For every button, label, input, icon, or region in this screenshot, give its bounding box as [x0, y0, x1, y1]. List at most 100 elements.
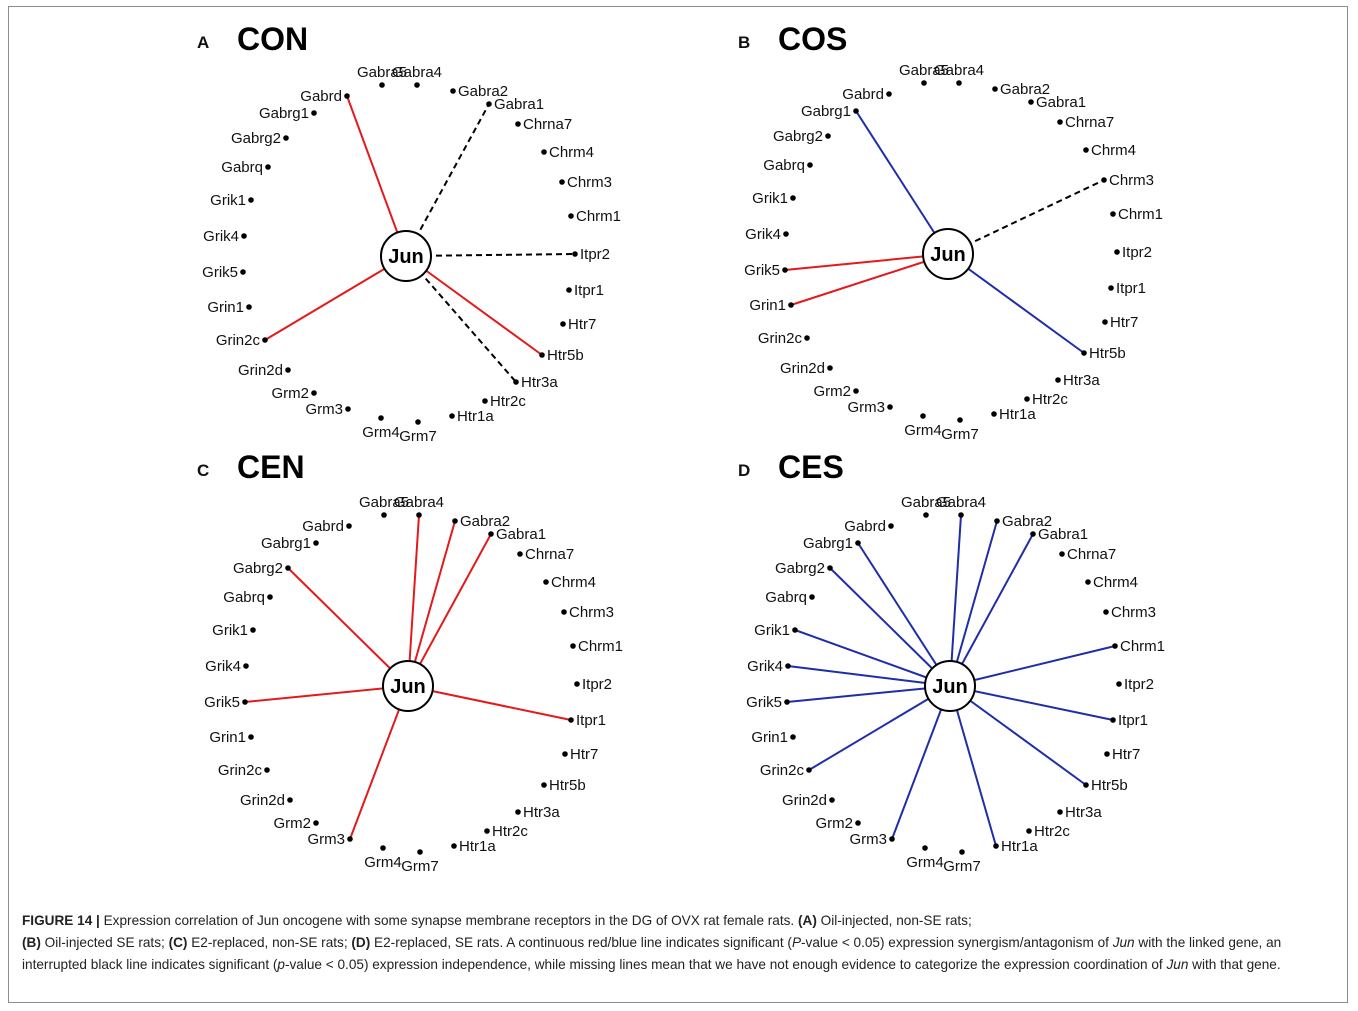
panel-letter: C: [197, 461, 209, 480]
gene-dot-chrm1: [1110, 211, 1116, 217]
gene-label-grik4: Grik4: [203, 228, 239, 245]
link-gabrg1-antagonism: [855, 110, 949, 255]
gene-dot-grin2d: [287, 797, 293, 803]
gene-label-gabrg1: Gabrg1: [259, 105, 309, 122]
gene-dot-chrm4: [543, 579, 549, 585]
gene-dot-grm2: [855, 820, 861, 826]
gene-dot-chrm3: [561, 609, 567, 615]
caption-d-label: (D): [351, 935, 371, 950]
caption-p-upper: P: [791, 935, 802, 950]
hub-label: Jun: [932, 676, 968, 698]
gene-dot-itpr1: [568, 717, 574, 723]
gene-dot-grm4: [920, 413, 926, 419]
link-gabrd-synergism: [346, 95, 407, 257]
gene-label-grik1: Grik1: [212, 622, 248, 639]
caption-c-label: (C): [168, 935, 188, 950]
link-itpr2-independence: [405, 253, 576, 257]
gene-label-grm7: Grm7: [941, 426, 979, 443]
gene-dot-htr7: [1104, 751, 1110, 757]
gene-dot-gabrg1: [311, 110, 317, 116]
gene-label-gabrg2: Gabrg2: [233, 560, 283, 577]
gene-dot-itpr2: [1114, 249, 1120, 255]
gene-dot-itpr2: [574, 681, 580, 687]
gene-label-grm2: Grm2: [816, 815, 854, 832]
gene-label-itpr1: Itpr1: [574, 282, 604, 299]
gene-label-gabra1: Gabra1: [1036, 94, 1086, 111]
gene-label-grik1: Grik1: [754, 622, 790, 639]
gene-dot-gabrg2: [825, 133, 831, 139]
panel-letter: A: [197, 33, 209, 52]
caption-text-2: with the linked gene, an interrupted bla…: [22, 935, 1282, 972]
gene-dot-grik1: [248, 197, 254, 203]
gene-label-htr5b: Htr5b: [1089, 345, 1126, 362]
gene-label-gabra4: Gabra4: [934, 62, 984, 79]
gene-label-grm3: Grm3: [308, 831, 346, 848]
gene-label-grin2d: Grin2d: [780, 360, 825, 377]
gene-label-chrm4: Chrm4: [1091, 142, 1136, 159]
gene-dot-grin2c: [806, 767, 812, 773]
gene-label-itpr2: Itpr2: [580, 246, 610, 263]
gene-label-itpr2: Itpr2: [1124, 676, 1154, 693]
gene-dot-grin2d: [827, 365, 833, 371]
gene-dot-grin2d: [829, 797, 835, 803]
gene-label-chrna7: Chrna7: [525, 546, 574, 563]
gene-dot-gabra5: [923, 512, 929, 518]
panel-title: COS: [778, 21, 847, 57]
hub-node: [382, 660, 434, 712]
gene-label-grin2c: Grin2c: [760, 762, 805, 779]
gene-dot-gabra1: [486, 101, 492, 107]
gene-label-gabra2: Gabra2: [460, 513, 510, 530]
gene-label-itpr1: Itpr1: [1118, 712, 1148, 729]
gene-label-grin1: Grin1: [207, 299, 244, 316]
gene-dot-gabra5: [921, 80, 927, 86]
link-gabra4-synergism: [407, 514, 420, 687]
gene-label-chrna7: Chrna7: [523, 116, 572, 133]
gene-dot-gabrq: [807, 162, 813, 168]
gene-label-grm2: Grm2: [814, 383, 852, 400]
gene-dot-chrm4: [1085, 579, 1091, 585]
panel-title: CON: [237, 21, 308, 57]
gene-label-htr3a: Htr3a: [523, 804, 560, 821]
link-grik5-synergism: [244, 685, 409, 703]
gene-label-chrm1: Chrm1: [1120, 638, 1165, 655]
gene-dot-grin1: [248, 734, 254, 740]
gene-label-grm7: Grm7: [401, 858, 439, 875]
gene-dot-grin1: [246, 304, 252, 310]
gene-label-htr3a: Htr3a: [1063, 372, 1100, 389]
gene-label-grm7: Grm7: [943, 858, 981, 875]
link-grik4-antagonism: [787, 665, 951, 687]
gene-dot-grm4: [922, 845, 928, 851]
gene-dot-htr1a: [449, 413, 455, 419]
gene-label-gabrd: Gabrd: [300, 88, 342, 105]
gene-label-gabrq: Gabrq: [221, 159, 263, 176]
gene-label-grm3: Grm3: [306, 401, 344, 418]
gene-dot-chrm1: [568, 213, 574, 219]
panel-letter: D: [738, 461, 750, 480]
gene-dot-grm3: [887, 404, 893, 410]
gene-dot-grik4: [785, 663, 791, 669]
gene-dot-gabra4: [958, 512, 964, 518]
gene-label-gabra2: Gabra2: [1002, 513, 1052, 530]
gene-label-grik1: Grik1: [210, 192, 246, 209]
gene-dot-gabrg2: [827, 565, 833, 571]
gene-dot-gabrd: [886, 91, 892, 97]
gene-label-chrm1: Chrm1: [578, 638, 623, 655]
gene-label-grin1: Grin1: [209, 729, 246, 746]
gene-label-gabrq: Gabrq: [223, 589, 265, 606]
gene-dot-gabra2: [994, 518, 1000, 524]
caption-b-text: Oil-injected SE rats;: [40, 935, 169, 950]
gene-label-htr2c: Htr2c: [492, 823, 528, 840]
gene-dot-itpr1: [1110, 717, 1116, 723]
gene-label-grik5: Grik5: [202, 264, 238, 281]
gene-label-gabrq: Gabrq: [765, 589, 807, 606]
gene-dot-grm3: [347, 836, 353, 842]
gene-label-itpr1: Itpr1: [1116, 280, 1146, 297]
gene-label-chrm1: Chrm1: [576, 208, 621, 225]
gene-label-grm3: Grm3: [850, 831, 888, 848]
gene-label-chrm4: Chrm4: [1093, 574, 1138, 591]
link-chrm1-antagonism: [949, 645, 1116, 687]
gene-dot-gabra2: [452, 518, 458, 524]
link-gabrg2-synergism: [287, 567, 409, 687]
link-itpr1-antagonism: [949, 685, 1114, 721]
